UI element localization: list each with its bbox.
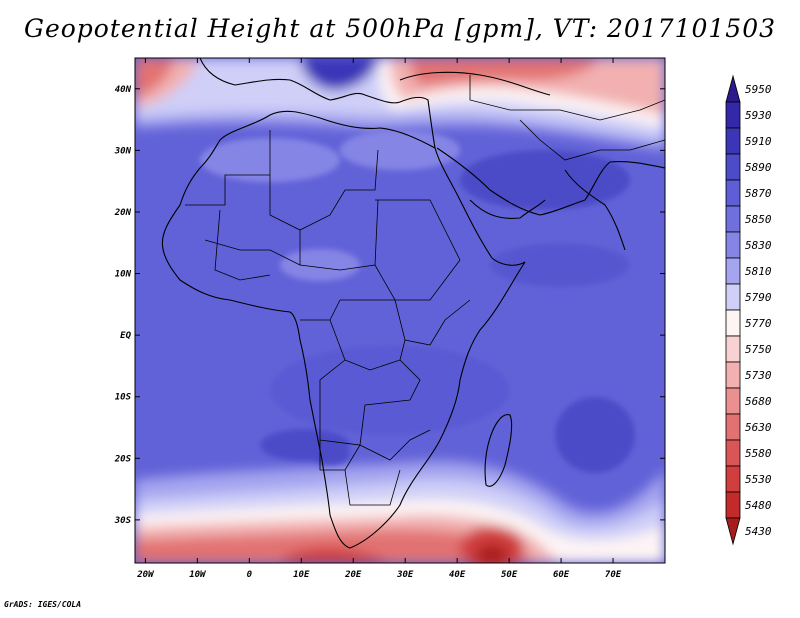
colorbar-swatch xyxy=(725,127,741,155)
india-coastline xyxy=(564,169,626,251)
colorbar-swatch xyxy=(725,491,741,519)
y-tick-label: 10N xyxy=(115,270,132,280)
x-tick-label: 10E xyxy=(293,570,310,580)
y-tick-label: 20N xyxy=(114,208,132,218)
southern-europe-coastline xyxy=(199,58,401,104)
colorbar-label: 5830 xyxy=(745,239,772,252)
x-tick-label: 70E xyxy=(605,570,622,580)
colorbar-swatch xyxy=(725,179,741,207)
colorbar-label: 5530 xyxy=(745,473,772,486)
y-tick-label: 40N xyxy=(115,85,132,95)
border xyxy=(375,199,461,261)
border xyxy=(319,440,361,471)
height-field xyxy=(135,58,665,563)
x-tick-label: 20E xyxy=(344,570,362,580)
x-tick-label: 30E xyxy=(396,570,414,580)
colorbar-label: 5730 xyxy=(745,369,772,382)
colorbar-label: 5430 xyxy=(745,525,772,538)
border xyxy=(344,469,401,506)
colorbar-swatch xyxy=(725,361,741,389)
y-tick-label: 10S xyxy=(115,393,132,403)
border xyxy=(319,359,421,446)
colorbar-label: 5910 xyxy=(745,135,772,148)
border xyxy=(185,174,270,206)
colorbar-swatch xyxy=(725,465,741,493)
border xyxy=(299,199,379,271)
grads-credit: GrADS: IGES/COLA xyxy=(4,600,82,609)
latitude-axis: 40N 30N 20N 10N EQ 10S 20S 30S xyxy=(114,85,665,526)
x-tick-label: 10W xyxy=(189,570,207,580)
colorbar-swatch xyxy=(725,74,741,103)
colorbar-swatch xyxy=(725,205,741,233)
colorbar-label: 5680 xyxy=(745,395,772,408)
x-tick-label: 20W xyxy=(136,570,155,580)
northern-low-band xyxy=(135,58,665,150)
border xyxy=(519,119,665,161)
colorbar-swatch xyxy=(725,439,741,467)
colorbar-label: 5750 xyxy=(745,343,772,356)
x-tick-label: 50E xyxy=(501,570,518,580)
black-sea-region xyxy=(399,71,551,96)
colorbar-swatch xyxy=(725,335,741,363)
border xyxy=(329,319,406,371)
x-tick-label: 60E xyxy=(553,570,570,580)
levant-coastline xyxy=(399,96,436,149)
colorbar-swatch xyxy=(725,101,741,129)
y-tick-label: 30N xyxy=(114,146,132,156)
country-borders xyxy=(185,75,665,506)
africa-coastline xyxy=(161,110,526,549)
colorbar-swatch xyxy=(725,257,741,285)
colorbar-swatch xyxy=(725,413,741,441)
y-tick-label: EQ xyxy=(120,331,131,341)
colorbar-swatch xyxy=(725,231,741,259)
border xyxy=(359,429,431,461)
colorbar-swatch xyxy=(725,387,741,415)
colorbar-label: 5770 xyxy=(745,317,772,330)
colorbar-label: 5950 xyxy=(745,83,772,96)
border xyxy=(469,75,665,121)
colorbar-swatch xyxy=(725,309,741,337)
colorbar-swatch xyxy=(725,153,741,181)
longitude-axis: 20W 10W 0 10E 20E 30E 40E 50E 60E 70E xyxy=(136,58,622,580)
colorbar-label: 5630 xyxy=(745,421,772,434)
colorbar-swatch xyxy=(725,517,741,546)
arabian-peninsula-coastline xyxy=(469,199,546,219)
border xyxy=(374,259,461,301)
colorbar-label: 5580 xyxy=(745,447,772,460)
colorbar: 5950 5930 5910 5890 5870 5850 5830 5810 5790 5770… xyxy=(725,74,772,546)
plot-frame xyxy=(134,57,666,564)
map-title: Geopotential Height at 500hPa [gpm], VT:… xyxy=(23,14,777,43)
colorbar-label: 5930 xyxy=(745,109,772,122)
x-tick-label: 40E xyxy=(449,570,466,580)
border xyxy=(204,239,301,266)
y-tick-label: 20S xyxy=(114,454,132,464)
colorbar-label: 5850 xyxy=(745,213,772,226)
x-tick-label: 0 xyxy=(247,570,253,580)
y-tick-label: 30S xyxy=(114,516,132,526)
southern-low-band xyxy=(135,461,665,563)
arabia-asia-coastline xyxy=(436,147,665,216)
colorbar-label: 5890 xyxy=(745,161,772,174)
coastlines xyxy=(161,58,665,549)
colorbar-label: 5810 xyxy=(745,265,772,278)
colorbar-swatch xyxy=(725,283,741,311)
madagascar-coastline xyxy=(484,414,513,487)
border xyxy=(269,130,379,231)
border xyxy=(214,209,271,281)
colorbar-label: 5480 xyxy=(745,499,772,512)
colorbar-label: 5870 xyxy=(745,187,772,200)
border xyxy=(340,299,471,346)
colorbar-label: 5790 xyxy=(745,291,772,304)
